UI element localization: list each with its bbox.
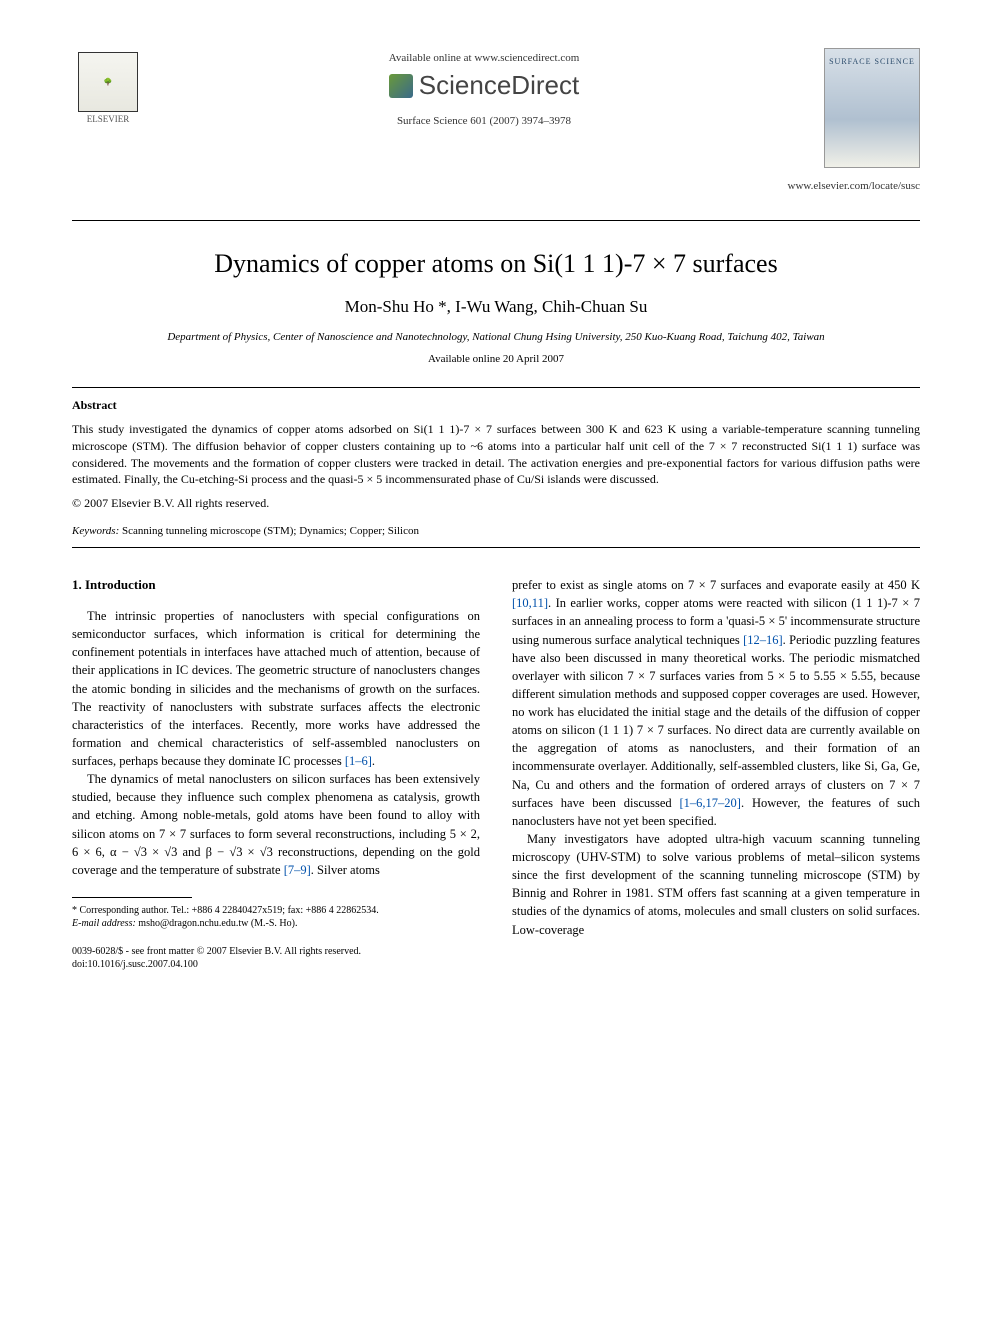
keywords-text: Scanning tunneling microscope (STM); Dyn… <box>119 525 419 537</box>
journal-cover-thumbnail: SURFACE SCIENCE <box>824 48 920 168</box>
locate-url: www.elsevier.com/locate/susc <box>72 180 920 192</box>
keywords-label: Keywords: <box>72 525 119 537</box>
body-paragraph: prefer to exist as single atoms on 7 × 7… <box>512 576 920 830</box>
rule-top <box>72 220 920 221</box>
right-column: prefer to exist as single atoms on 7 × 7… <box>512 576 920 971</box>
footnote-separator <box>72 897 192 898</box>
abstract-text: This study investigated the dynamics of … <box>72 421 920 488</box>
rule-before-abstract <box>72 387 920 388</box>
sciencedirect-icon <box>389 74 413 98</box>
rule-after-keywords <box>72 547 920 548</box>
doi-block: 0039-6028/$ - see front matter © 2007 El… <box>72 945 480 971</box>
page-header: 🌳 ELSEVIER Available online at www.scien… <box>72 48 920 168</box>
doi-line: doi:10.1016/j.susc.2007.04.100 <box>72 958 480 971</box>
section-1-heading: 1. Introduction <box>72 576 480 595</box>
front-matter-line: 0039-6028/$ - see front matter © 2007 El… <box>72 945 480 958</box>
sciencedirect-text: ScienceDirect <box>419 70 579 101</box>
citation-link[interactable]: [1–6,17–20] <box>680 796 741 810</box>
center-header: Available online at www.sciencedirect.co… <box>144 48 824 127</box>
author-list: Mon-Shu Ho *, I-Wu Wang, Chih-Chuan Su <box>72 297 920 317</box>
body-paragraph: Many investigators have adopted ultra-hi… <box>512 830 920 939</box>
available-online-text: Available online at www.sciencedirect.co… <box>144 52 824 64</box>
journal-cover-title: SURFACE SCIENCE <box>829 57 915 66</box>
elsevier-logo: 🌳 ELSEVIER <box>72 48 144 128</box>
email-label: E-mail address: <box>72 918 136 929</box>
citation-link[interactable]: [12–16] <box>743 633 783 647</box>
left-column: 1. Introduction The intrinsic properties… <box>72 576 480 971</box>
elsevier-tree-icon: 🌳 <box>78 52 138 112</box>
body-paragraph: The dynamics of metal nanoclusters on si… <box>72 770 480 879</box>
affiliation: Department of Physics, Center of Nanosci… <box>72 331 920 343</box>
citation-link[interactable]: [1–6] <box>345 754 372 768</box>
abstract-label: Abstract <box>72 398 920 413</box>
abstract-copyright: © 2007 Elsevier B.V. All rights reserved… <box>72 496 920 511</box>
email-footnote: E-mail address: msho@dragon.nchu.edu.tw … <box>72 917 480 931</box>
article-title: Dynamics of copper atoms on Si(1 1 1)-7 … <box>72 249 920 279</box>
citation-link[interactable]: [10,11] <box>512 596 548 610</box>
keywords-line: Keywords: Scanning tunneling microscope … <box>72 525 920 537</box>
publisher-name: ELSEVIER <box>87 114 130 124</box>
citation-link[interactable]: [7–9] <box>284 863 311 877</box>
body-columns: 1. Introduction The intrinsic properties… <box>72 576 920 971</box>
corresponding-author-footnote: * Corresponding author. Tel.: +886 4 228… <box>72 904 480 918</box>
journal-citation: Surface Science 601 (2007) 3974–3978 <box>144 115 824 127</box>
body-paragraph: The intrinsic properties of nanoclusters… <box>72 607 480 770</box>
email-address[interactable]: msho@dragon.nchu.edu.tw (M.-S. Ho). <box>136 918 298 929</box>
available-online-date: Available online 20 April 2007 <box>72 353 920 365</box>
sciencedirect-brand: ScienceDirect <box>144 70 824 101</box>
